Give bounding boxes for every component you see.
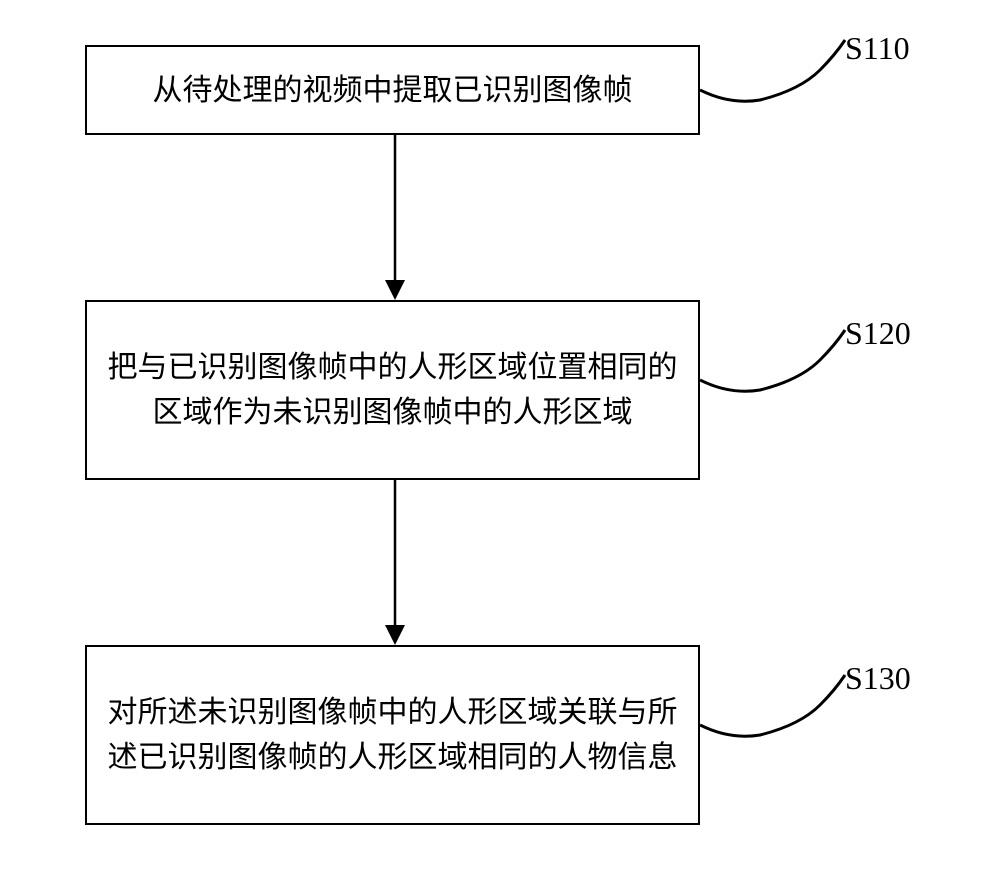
- step-3-label: S130: [845, 660, 911, 697]
- step-1-text: 从待处理的视频中提取已识别图像帧: [153, 68, 633, 113]
- arrow-2-to-3: [380, 480, 410, 650]
- flowchart-step-3: 对所述未识别图像帧中的人形区域关联与所述已识别图像帧的人形区域相同的人物信息: [85, 645, 700, 825]
- step-2-label: S120: [845, 315, 911, 352]
- step-1-label: S110: [845, 30, 910, 67]
- arrow-1-to-2: [380, 135, 410, 305]
- connector-1: [700, 30, 850, 120]
- flowchart-step-1: 从待处理的视频中提取已识别图像帧: [85, 45, 700, 135]
- connector-3: [700, 665, 850, 755]
- connector-2: [700, 320, 850, 410]
- step-2-text: 把与已识别图像帧中的人形区域位置相同的区域作为未识别图像帧中的人形区域: [107, 345, 678, 435]
- step-3-text: 对所述未识别图像帧中的人形区域关联与所述已识别图像帧的人形区域相同的人物信息: [107, 690, 678, 780]
- flowchart-step-2: 把与已识别图像帧中的人形区域位置相同的区域作为未识别图像帧中的人形区域: [85, 300, 700, 480]
